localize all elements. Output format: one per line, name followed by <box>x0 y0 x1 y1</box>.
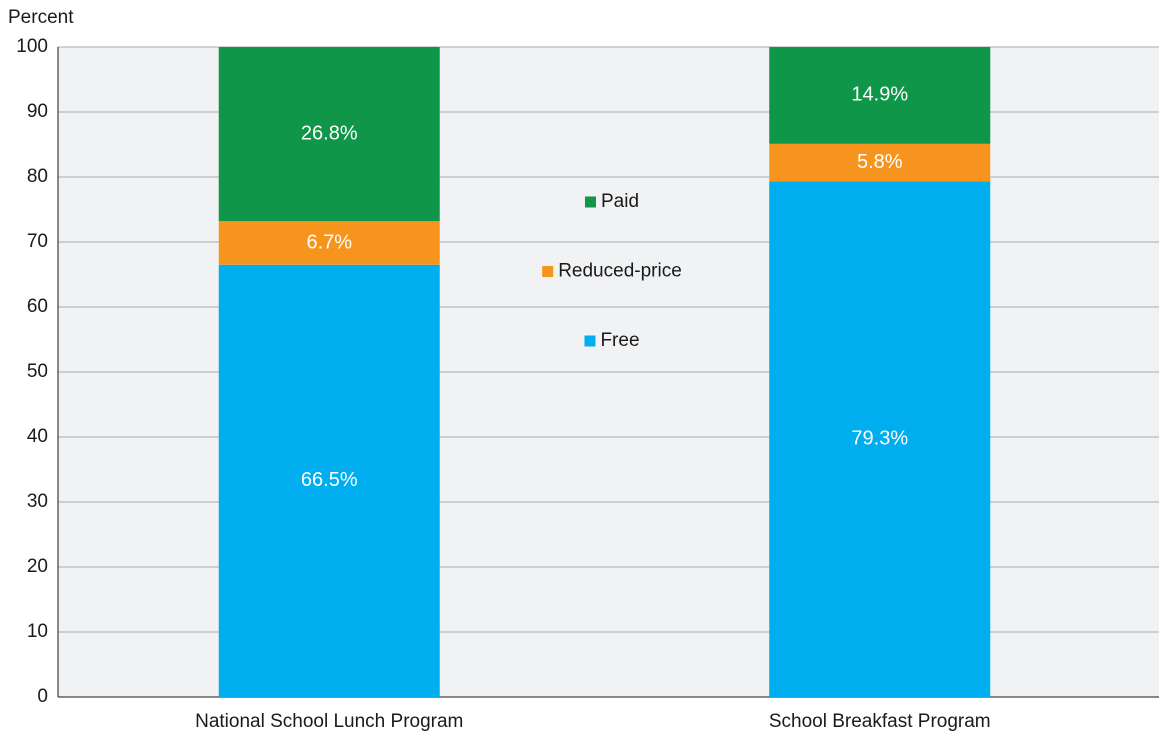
y-tick-label: 40 <box>27 426 48 447</box>
legend-swatch <box>542 266 554 277</box>
legend-label: Reduced-price <box>558 261 682 282</box>
data-label: 6.7% <box>306 231 352 253</box>
bar-segment <box>769 181 991 698</box>
legend-label: Paid <box>601 191 639 212</box>
y-tick-label: 30 <box>27 491 48 512</box>
y-tick-label: 60 <box>27 296 48 317</box>
x-tick-label: National School Lunch Program <box>195 711 463 732</box>
bar-segment <box>769 47 991 144</box>
y-tick-label: 70 <box>27 231 48 252</box>
y-tick-label: 80 <box>27 166 48 187</box>
y-tick-label: 50 <box>27 361 48 382</box>
x-tick-label: School Breakfast Program <box>769 711 991 732</box>
y-tick-label: 20 <box>27 556 48 577</box>
data-label: 5.8% <box>857 151 903 173</box>
bar-segment <box>218 264 440 697</box>
bar-segment <box>218 47 440 222</box>
y-tick-label: 90 <box>27 101 48 122</box>
data-label: 66.5% <box>301 469 358 491</box>
legend-label: Free <box>600 330 639 351</box>
bar-segment <box>769 143 991 182</box>
data-label: 79.3% <box>851 428 908 450</box>
y-tick-label: 100 <box>16 36 48 57</box>
bar-segment <box>218 221 440 265</box>
legend-swatch <box>584 335 596 347</box>
legend-swatch <box>584 196 596 208</box>
data-label: 26.8% <box>301 122 358 144</box>
data-label: 14.9% <box>851 84 908 106</box>
y-tick-label: 10 <box>27 621 48 642</box>
y-tick-label: 0 <box>37 686 48 707</box>
y-axis-label: Percent <box>8 7 74 28</box>
